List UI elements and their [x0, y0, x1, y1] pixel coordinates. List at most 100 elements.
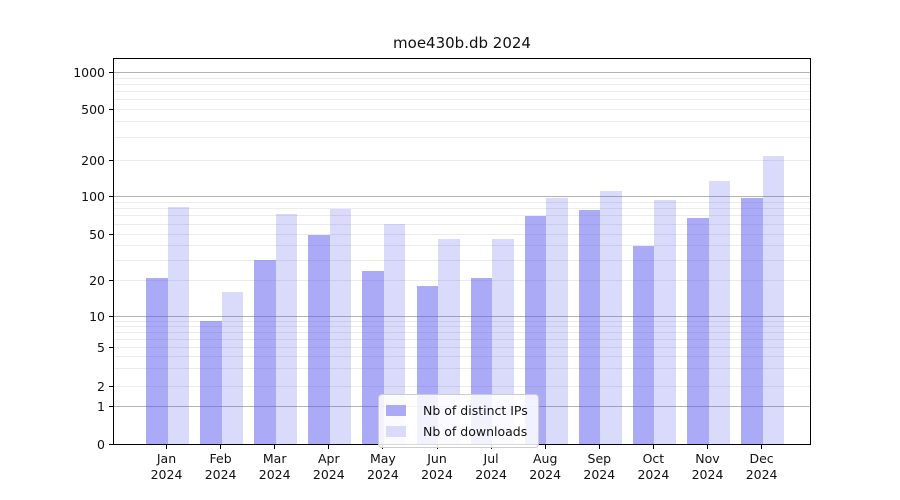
x-tick-label: Feb 2024 — [194, 451, 248, 483]
bar-distinct-ips-oct — [632, 245, 655, 444]
legend-swatch-distinct-ips — [386, 405, 406, 416]
x-tick-month: Mar — [262, 451, 287, 466]
x-tick-mark — [544, 445, 546, 449]
x-tick-month: Sep — [587, 451, 612, 466]
bar-downloads-jun — [438, 238, 460, 444]
bar-distinct-ips-mar — [254, 260, 276, 444]
y-tick-label: 1 — [97, 399, 105, 414]
y-tick-mark — [109, 316, 113, 317]
gridline-minor — [114, 320, 810, 322]
x-tick-year: 2024 — [366, 467, 399, 482]
x-tick-month: Aug — [532, 451, 558, 466]
x-tick-label: Apr 2024 — [302, 451, 356, 483]
gridline-minor — [114, 159, 810, 161]
chart-title: moe430b.db 2024 — [393, 34, 531, 52]
x-tick-year: 2024 — [258, 467, 291, 482]
plot-area: Nb of distinct IPs Nb of downloads — [113, 58, 811, 448]
gridline-minor — [114, 234, 810, 235]
legend-swatch-downloads — [386, 426, 406, 437]
bar-downloads-sep — [600, 191, 622, 444]
y-tick-mark — [109, 234, 113, 235]
x-tick-label: Dec 2024 — [735, 451, 789, 483]
x-tick-mark — [761, 445, 763, 449]
x-tick-month: Jun — [427, 451, 447, 466]
x-tick-year: 2024 — [745, 467, 778, 482]
y-tick-mark — [109, 406, 113, 407]
y-tick-mark — [109, 280, 113, 281]
x-tick-month: May — [369, 451, 396, 466]
x-tick-year: 2024 — [421, 467, 453, 482]
gridline-minor — [114, 338, 810, 340]
bar-downloads-jul — [492, 238, 514, 444]
gridline-minor — [114, 99, 810, 101]
legend: Nb of distinct IPs Nb of downloads — [378, 394, 539, 448]
gridline-minor — [114, 201, 810, 203]
legend-item-distinct-ips: Nb of distinct IPs — [386, 400, 528, 421]
y-tick-mark — [109, 72, 113, 73]
gridline-minor — [114, 356, 810, 358]
bar-downloads-jan — [167, 207, 189, 444]
x-tick-label: Aug 2024 — [518, 451, 572, 483]
y-tick-label: 10 — [89, 309, 105, 324]
gridline-minor — [114, 215, 810, 217]
legend-label-distinct-ips: Nb of distinct IPs — [423, 403, 528, 418]
x-tick-mark — [274, 445, 276, 449]
x-tick-month: Feb — [209, 451, 232, 466]
gridline-minor — [114, 325, 810, 327]
gridline-minor — [114, 109, 810, 110]
bar-distinct-ips-jan — [146, 278, 168, 444]
gridline-minor — [114, 83, 810, 85]
y-tick-label: 20 — [89, 273, 105, 288]
legend-label-downloads: Nb of downloads — [423, 424, 528, 439]
bar-downloads-nov — [708, 181, 730, 444]
y-tick-label: 2 — [97, 378, 105, 394]
x-tick-mark — [598, 445, 600, 449]
gridline-minor — [114, 385, 810, 387]
bar-downloads-oct — [654, 200, 676, 444]
bar-downloads-mar — [275, 214, 298, 444]
gridline-minor — [114, 280, 810, 281]
gridline-minor — [114, 137, 810, 139]
x-tick-year: 2024 — [204, 467, 237, 482]
x-tick-mark — [220, 445, 222, 449]
x-tick-month: Dec — [749, 451, 774, 466]
x-tick-month: Oct — [642, 451, 665, 466]
y-tick-mark — [109, 347, 113, 348]
x-tick-label: Jan 2024 — [140, 451, 194, 483]
x-tick-month: Jan — [156, 451, 177, 466]
bar-distinct-ips-apr — [308, 234, 330, 444]
x-tick-mark — [328, 445, 330, 449]
gridline-minor — [114, 368, 810, 370]
bar-distinct-ips-nov — [687, 217, 709, 444]
gridline-major — [114, 316, 810, 317]
gridline-minor — [114, 208, 810, 210]
gridline-minor — [114, 331, 810, 333]
x-tick-year: 2024 — [529, 467, 562, 482]
y-tick-mark — [109, 443, 113, 445]
y-tick-label: 500 — [81, 102, 105, 117]
x-tick-mark — [707, 445, 708, 449]
gridline-minor — [114, 347, 810, 348]
x-tick-month: Nov — [695, 451, 720, 466]
bar-distinct-ips-dec — [741, 197, 763, 444]
y-tick-mark — [109, 385, 113, 387]
x-tick-label: Jun 2024 — [410, 451, 464, 483]
y-tick-mark — [109, 159, 113, 161]
x-tick-mark — [166, 445, 167, 449]
bar-downloads-feb — [221, 292, 244, 444]
gridline-minor — [114, 121, 810, 123]
bar-downloads-aug — [546, 197, 568, 444]
x-tick-month: Jul — [483, 451, 499, 466]
y-tick-label: 200 — [81, 152, 105, 168]
x-tick-year: 2024 — [150, 467, 183, 482]
x-tick-label: Sep 2024 — [572, 451, 626, 483]
y-tick-label: 100 — [81, 188, 105, 204]
bar-distinct-ips-sep — [578, 209, 601, 444]
gridline-minor — [114, 91, 810, 93]
bar-downloads-may — [383, 224, 406, 444]
x-tick-year: 2024 — [637, 467, 670, 482]
bar-downloads-dec — [762, 156, 785, 444]
y-tick-label: 0 — [97, 436, 105, 452]
x-tick-label: Jul 2024 — [464, 451, 518, 483]
